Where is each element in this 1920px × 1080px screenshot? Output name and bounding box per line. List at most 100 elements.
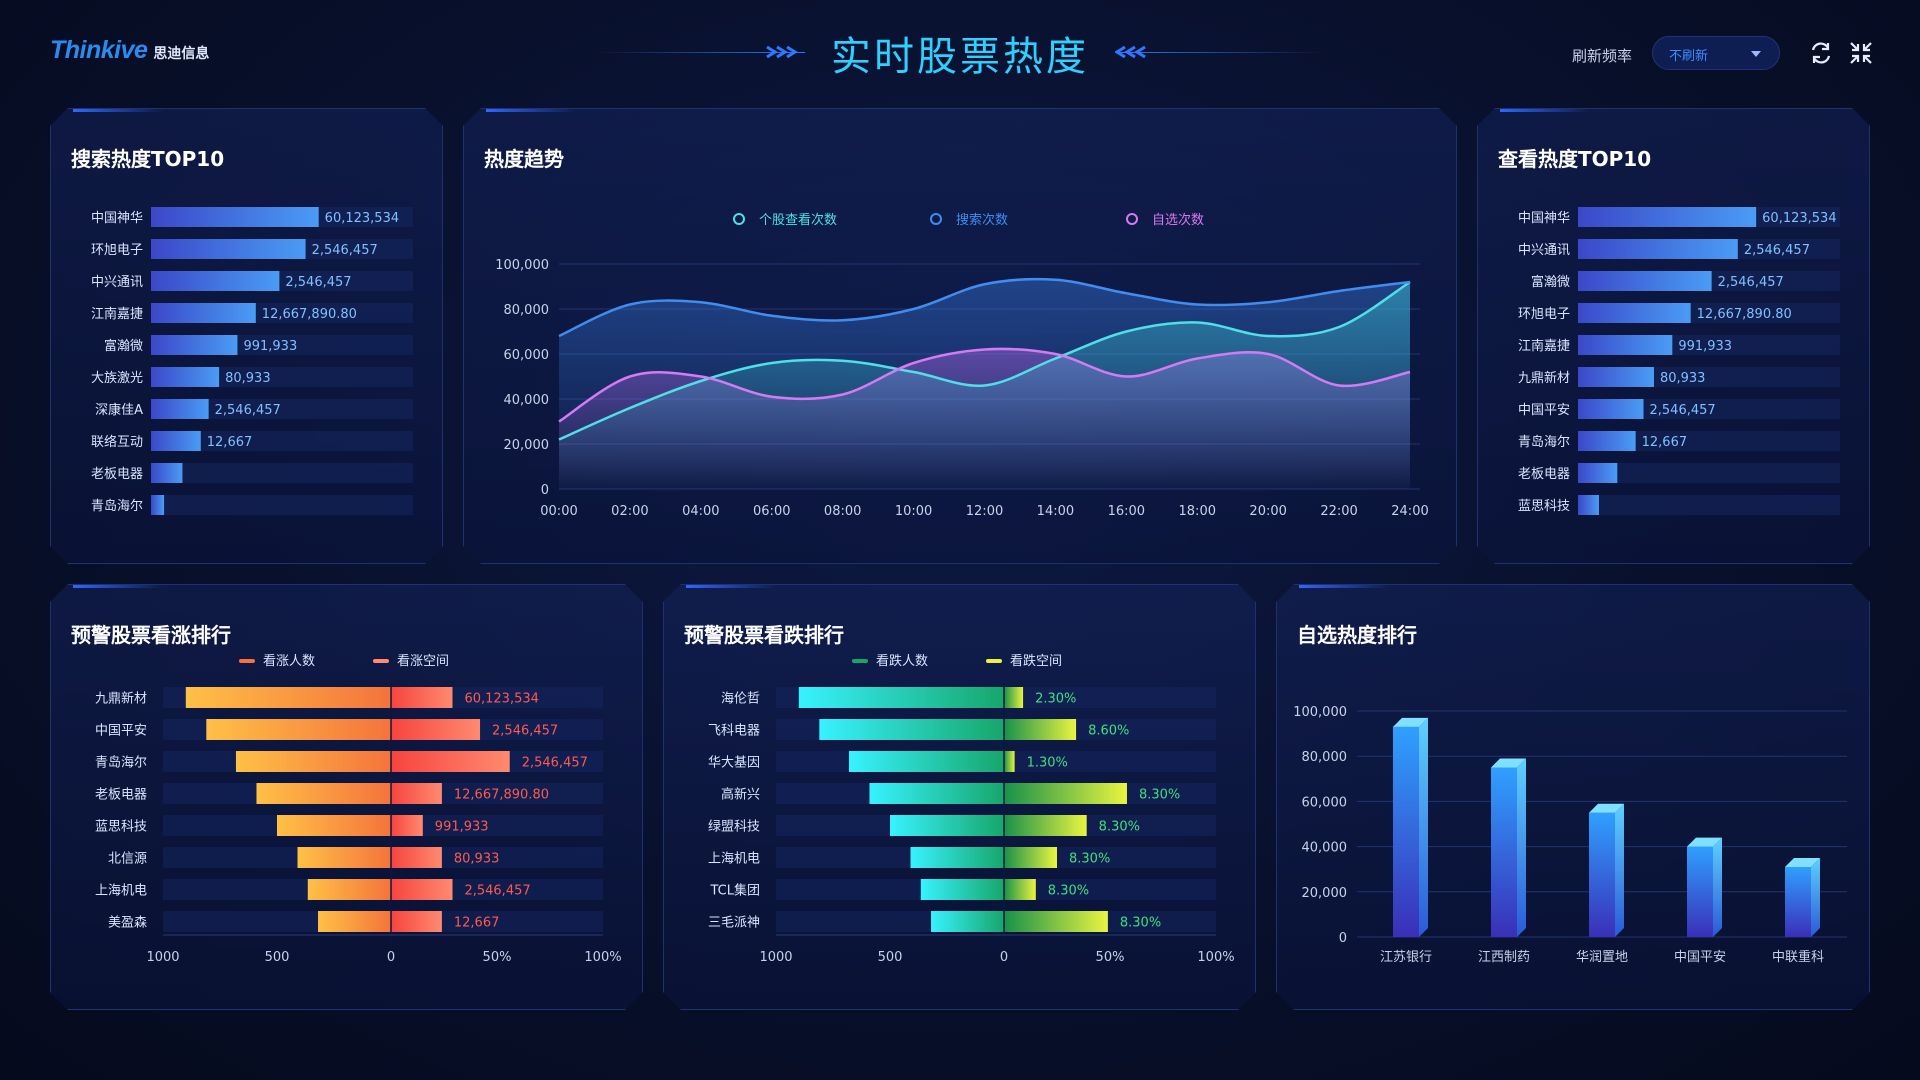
refresh-select[interactable]: 不刷新 xyxy=(1652,36,1780,70)
bar xyxy=(1578,367,1654,387)
panel-accent xyxy=(73,109,163,112)
bar xyxy=(1393,727,1419,937)
legend-label: 自选次数 xyxy=(1152,212,1204,228)
legend-marker xyxy=(734,214,744,224)
x-tick-label: 04:00 xyxy=(682,504,719,519)
bar-label: 美盈森 xyxy=(108,916,147,931)
bar xyxy=(1578,303,1691,323)
data-label: 2,546,457 xyxy=(285,275,351,290)
bar xyxy=(1687,847,1713,937)
bar-space xyxy=(391,815,423,836)
bar-space xyxy=(391,783,442,804)
bar-label: 上海机电 xyxy=(95,884,147,899)
panel-rise: 预警股票看涨排行 看涨人数 看涨空间 九鼎新材 60,123,534 中国平安 2,546… xyxy=(50,584,643,1010)
bar-people xyxy=(819,719,1004,740)
legend-label: 看涨人数 xyxy=(263,653,315,669)
bar xyxy=(151,207,319,227)
bar xyxy=(151,271,279,291)
bar-top xyxy=(1491,759,1526,768)
bar-label: 大族激光 xyxy=(91,370,143,386)
data-label: 991,933 xyxy=(1678,339,1732,354)
bar xyxy=(1578,495,1599,515)
data-label: 2,546,457 xyxy=(464,884,530,899)
fullscreen-exit-icon[interactable] xyxy=(1848,40,1874,66)
bar xyxy=(1578,271,1712,291)
bar-label: 华大基因 xyxy=(708,756,760,771)
data-label: 60,123,534 xyxy=(464,692,538,707)
logo-brand: Thinkive xyxy=(50,36,148,64)
bar-label: 老板电器 xyxy=(1518,467,1570,482)
x-tick-label: 500 xyxy=(265,950,290,965)
bar xyxy=(151,239,306,259)
bar-label: 绿盟科技 xyxy=(708,820,760,835)
bar-people xyxy=(236,751,391,772)
data-label: 8.30% xyxy=(1120,916,1161,931)
x-tick-label: 16:00 xyxy=(1108,504,1145,519)
x-tick-label: 00:00 xyxy=(540,504,577,519)
data-label: 12,667 xyxy=(207,435,253,450)
bar-space xyxy=(1004,847,1057,868)
title-line-right xyxy=(1115,52,1325,53)
refresh-icon[interactable] xyxy=(1808,40,1834,66)
x-tick-label: 中联重科 xyxy=(1772,949,1824,965)
panel-title: 预警股票看涨排行 xyxy=(71,623,231,647)
bar-top xyxy=(1589,804,1624,813)
bar-space xyxy=(1004,719,1076,740)
chevron-down-icon xyxy=(1751,51,1761,57)
data-label: 8.30% xyxy=(1069,852,1110,867)
title-deco-right xyxy=(1115,45,1146,59)
panel-title: 搜索热度TOP10 xyxy=(71,147,225,171)
series-line xyxy=(559,279,1410,336)
data-label: 2,546,457 xyxy=(1718,275,1784,290)
bar-side xyxy=(1615,804,1624,937)
legend-marker xyxy=(1127,214,1137,224)
y-tick-label: 20,000 xyxy=(504,438,550,453)
y-tick-label: 80,000 xyxy=(504,303,550,318)
bar xyxy=(1589,813,1615,937)
logo: Thinkive 思迪信息 xyxy=(50,36,209,65)
data-label: 2.30% xyxy=(1035,692,1076,707)
bar-label: 九鼎新材 xyxy=(95,691,147,707)
bar xyxy=(1578,463,1617,483)
bar-label: 老板电器 xyxy=(95,788,147,803)
bar-label: 中兴通讯 xyxy=(1518,243,1570,258)
data-label: 991,933 xyxy=(435,820,489,835)
bar-people xyxy=(931,911,1004,932)
bar-side xyxy=(1419,718,1428,937)
panel-title: 热度趋势 xyxy=(484,147,564,171)
bar xyxy=(1785,867,1811,937)
bar-space xyxy=(1004,783,1127,804)
panel-fav: 自选热度排行 100,000 80,000 60,000 40,000 20,000 0 江… xyxy=(1276,584,1870,1010)
bar-track xyxy=(1578,431,1840,451)
x-tick-label: 0 xyxy=(1000,950,1008,965)
x-tick-label: 02:00 xyxy=(611,504,648,519)
x-tick-label: 华润置地 xyxy=(1576,950,1628,965)
bar-people xyxy=(799,687,1004,708)
data-label: 2,546,457 xyxy=(1650,403,1716,418)
bar-track xyxy=(151,431,413,451)
page-title: 实时股票热度 xyxy=(831,34,1089,80)
bar-space xyxy=(391,751,510,772)
bar-space xyxy=(391,879,452,900)
bar-side xyxy=(1517,759,1526,938)
bar-side xyxy=(1713,838,1722,937)
bar-label: 联络互动 xyxy=(91,434,143,450)
y-tick-label: 80,000 xyxy=(1302,750,1348,765)
panel-search-top10: 搜索热度TOP10 中国神华 60,123,534 环旭电子 2,546,457 中兴通… xyxy=(50,108,443,564)
data-label: 2,546,457 xyxy=(1744,243,1810,258)
bar-label: 中国神华 xyxy=(1518,211,1570,226)
bar-label: 三毛派神 xyxy=(708,916,760,931)
x-tick-label: 江西制药 xyxy=(1478,950,1530,965)
bar-label: 青岛海尔 xyxy=(1518,434,1570,450)
bar-label: 环旭电子 xyxy=(91,243,143,258)
x-tick-label: 18:00 xyxy=(1179,504,1216,519)
legend-marker xyxy=(373,659,389,663)
bar-people xyxy=(318,911,391,932)
legend-label: 看涨空间 xyxy=(397,653,449,669)
bar-space xyxy=(391,847,442,868)
bar xyxy=(1578,431,1636,451)
bar-label: 上海机电 xyxy=(708,852,760,867)
data-label: 12,667,890.80 xyxy=(454,788,549,803)
bar-label: 中国神华 xyxy=(91,211,143,226)
